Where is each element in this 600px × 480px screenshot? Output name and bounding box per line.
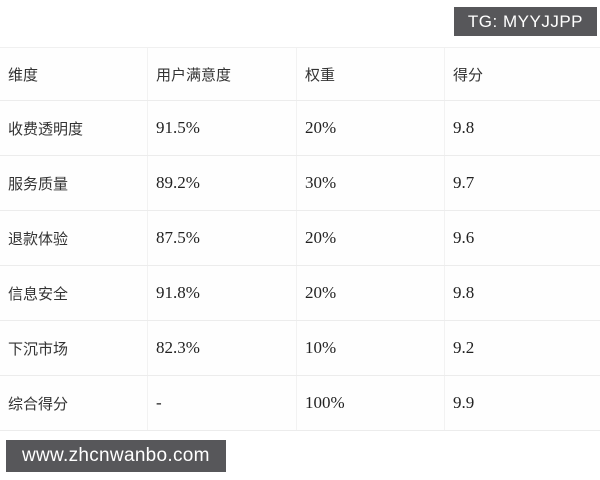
- cell-weight: 10%: [297, 321, 445, 375]
- column-header-weight: 权重: [297, 48, 445, 100]
- cell-dimension: 服务质量: [0, 156, 148, 210]
- cell-dimension: 下沉市场: [0, 321, 148, 375]
- column-header-score: 得分: [453, 66, 484, 84]
- cell-weight: 30%: [297, 156, 445, 210]
- cell-score: 9.6: [453, 228, 475, 247]
- cell-satisfaction: 91.5%: [148, 101, 297, 155]
- cell-weight: 20%: [297, 266, 445, 320]
- cell-weight: 20%: [297, 101, 445, 155]
- cell-dimension: 退款体验: [0, 211, 148, 265]
- cell-satisfaction: 82.3%: [148, 321, 297, 375]
- table-row: 信息安全 91.8% 20% 9.8: [0, 266, 600, 321]
- table-row: 收费透明度 91.5% 20% 9.8: [0, 101, 600, 156]
- satisfaction-table: 维度 用户满意度 权重 得分 收费透明度 91.5% 20% 9.8 服务质量 …: [0, 47, 600, 431]
- cell-score: 9.8: [453, 283, 475, 302]
- table-row: 服务质量 89.2% 30% 9.7: [0, 156, 600, 211]
- cell-score: 9.9: [453, 393, 475, 412]
- cell-satisfaction: 87.5%: [148, 211, 297, 265]
- cell-score: 9.8: [453, 118, 475, 137]
- cell-score: 9.7: [453, 173, 475, 192]
- cell-dimension: 收费透明度: [0, 101, 148, 155]
- cell-satisfaction: 91.8%: [148, 266, 297, 320]
- table-row: 下沉市场 82.3% 10% 9.2: [0, 321, 600, 376]
- website-watermark-badge: www.zhcnwanbo.com: [6, 440, 226, 472]
- cell-weight: 100%: [297, 376, 445, 430]
- telegram-watermark-badge: TG: MYYJJPP: [453, 7, 597, 36]
- column-header-dimension: 维度: [0, 48, 148, 100]
- cell-weight: 20%: [297, 211, 445, 265]
- column-header-satisfaction: 用户满意度: [148, 48, 297, 100]
- table-row: 综合得分 - 100% 9.9: [0, 376, 600, 431]
- cell-satisfaction: 89.2%: [148, 156, 297, 210]
- cell-satisfaction: -: [148, 376, 297, 430]
- cell-dimension: 综合得分: [0, 376, 148, 430]
- cell-score: 9.2: [453, 338, 475, 357]
- cell-dimension: 信息安全: [0, 266, 148, 320]
- table-header-row: 维度 用户满意度 权重 得分: [0, 48, 600, 101]
- table-row: 退款体验 87.5% 20% 9.6: [0, 211, 600, 266]
